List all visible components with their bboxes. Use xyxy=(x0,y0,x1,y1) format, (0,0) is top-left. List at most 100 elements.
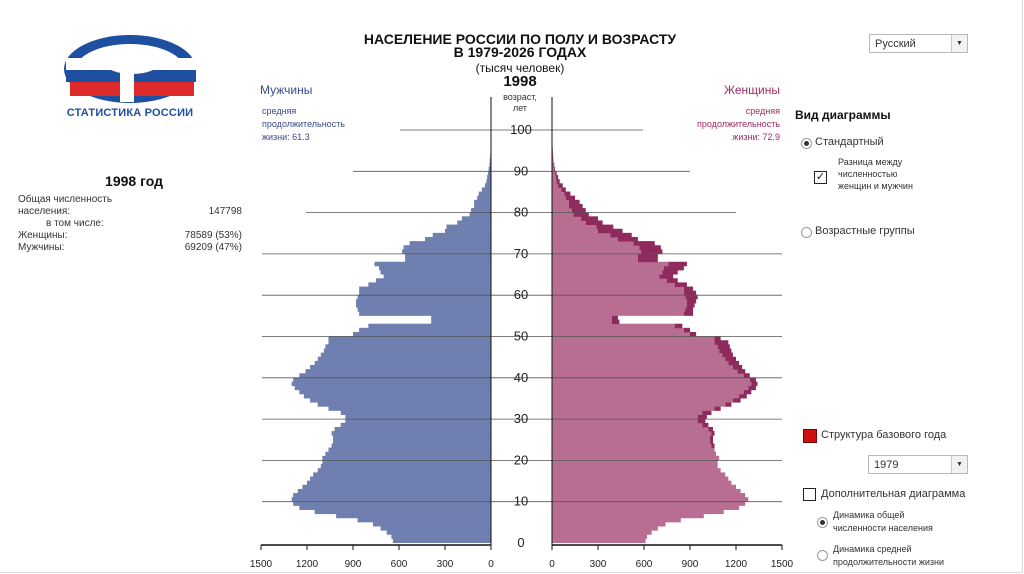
women-bar xyxy=(552,530,652,535)
radio-dynamics-life[interactable] xyxy=(817,550,828,561)
women-bar xyxy=(552,381,752,387)
men-bar xyxy=(357,517,491,523)
men-bar xyxy=(336,513,491,519)
women-bar xyxy=(552,410,703,415)
men-bar xyxy=(357,294,491,300)
women-bar xyxy=(552,426,709,432)
men-bar xyxy=(376,278,491,283)
women-bar xyxy=(552,294,686,300)
women-bar xyxy=(552,183,559,188)
women-excess-bar xyxy=(709,439,713,444)
men-bar xyxy=(368,323,491,329)
women-life-line3: жизни: 72.9 xyxy=(732,132,780,142)
men-bar xyxy=(405,257,491,263)
women-bar xyxy=(552,344,718,349)
diff-label[interactable]: Разница между численностью женщин и мужч… xyxy=(838,156,913,192)
women-bar xyxy=(552,501,746,506)
women-x-tick-label: 1500 xyxy=(771,559,794,570)
men-bar xyxy=(392,538,491,543)
men-bar xyxy=(333,439,491,444)
base-structure-swatch[interactable] xyxy=(803,429,817,443)
women-bar xyxy=(552,418,698,424)
radio-dynamics-total[interactable] xyxy=(817,517,828,528)
diff-checkbox[interactable]: ✓ xyxy=(814,171,827,184)
women-excess-bar xyxy=(751,381,758,387)
men-bar xyxy=(477,195,491,201)
radio-dynamics-total-label[interactable]: Динамика общей численности населения xyxy=(833,509,933,535)
women-bar xyxy=(552,191,565,197)
men-bar xyxy=(297,488,491,494)
women-bar xyxy=(552,468,721,473)
summary-including-label: в том числе: xyxy=(46,218,104,229)
women-bar xyxy=(552,323,675,329)
radio-age-groups[interactable] xyxy=(801,227,812,238)
men-bar xyxy=(331,443,491,449)
men-bar xyxy=(302,484,491,490)
men-bar xyxy=(331,431,491,436)
language-select[interactable]: Русский ▼ xyxy=(869,34,968,53)
men-bar xyxy=(457,220,491,225)
women-bar xyxy=(552,245,640,250)
women-excess-bar xyxy=(668,261,687,267)
radio-age-groups-label[interactable]: Возрастные группы xyxy=(815,225,915,237)
base-year-select[interactable]: 1979 ▼ xyxy=(868,455,968,474)
men-bar xyxy=(474,203,491,209)
men-bar xyxy=(293,501,491,506)
women-excess-bar xyxy=(714,406,721,411)
men-bar xyxy=(431,315,491,320)
title-line-1: НАСЕЛЕНИЕ РОССИИ ПО ПОЛУ И ВОЗРАСТУ xyxy=(363,31,677,47)
men-bar xyxy=(356,298,491,304)
women-bar xyxy=(552,393,740,399)
men-bar xyxy=(359,286,491,292)
women-excess-bar xyxy=(568,199,580,205)
women-excess-bar xyxy=(728,360,740,366)
men-x-tick-label: 900 xyxy=(345,559,362,570)
men-x-tick-label: 300 xyxy=(437,559,454,570)
men-bar xyxy=(383,274,491,279)
men-bar xyxy=(307,480,491,486)
chevron-down-icon[interactable]: ▼ xyxy=(951,456,967,473)
women-bar xyxy=(552,232,611,238)
radio-standard-label[interactable]: Стандартный xyxy=(815,136,884,148)
men-bar xyxy=(310,365,491,370)
radio-standard[interactable] xyxy=(801,138,812,149)
women-excess-bar xyxy=(568,203,583,209)
women-bar xyxy=(552,208,572,213)
women-bar xyxy=(552,447,715,453)
page-title: НАСЕЛЕНИЕ РОССИИ ПО ПОЛУ И ВОЗРАСТУ В 19… xyxy=(330,31,710,59)
women-excess-bar xyxy=(598,228,623,234)
women-bar xyxy=(552,443,712,449)
men-bar xyxy=(317,468,491,473)
dyn-life-line2: продолжительности жизни xyxy=(833,557,945,567)
summary-men-label: Мужчины: xyxy=(18,242,65,253)
age-tick-label: 40 xyxy=(514,370,528,385)
extra-diagram-checkbox[interactable] xyxy=(803,488,816,501)
extra-diagram-label[interactable]: Дополнительная диаграмма xyxy=(821,488,966,500)
summary-women-value: 78589 (53%) xyxy=(184,230,242,241)
radio-dynamics-life-label[interactable]: Динамика средней продолжительности жизни xyxy=(833,543,944,569)
women-excess-bar xyxy=(725,402,732,407)
base-structure-label[interactable]: Структура базового года xyxy=(821,429,947,441)
men-bar xyxy=(291,497,491,502)
women-bar xyxy=(552,261,669,267)
men-bar xyxy=(431,319,491,325)
women-excess-bar xyxy=(674,282,687,287)
women-bar xyxy=(552,166,555,172)
women-excess-bar xyxy=(709,435,713,440)
chevron-down-icon[interactable]: ▼ xyxy=(951,35,967,52)
men-bar xyxy=(317,402,491,407)
men-bar xyxy=(294,385,491,391)
women-bar xyxy=(552,311,684,316)
men-bar xyxy=(305,369,491,374)
women-bar xyxy=(552,212,574,217)
age-tick-label: 50 xyxy=(514,329,528,344)
men-bar xyxy=(325,451,491,457)
women-bar xyxy=(552,435,710,440)
women-bar xyxy=(552,505,740,510)
women-bar xyxy=(552,158,554,164)
women-excess-bar xyxy=(637,253,658,259)
women-excess-bar xyxy=(708,426,713,432)
women-bar xyxy=(552,257,638,263)
men-bar xyxy=(328,336,491,341)
